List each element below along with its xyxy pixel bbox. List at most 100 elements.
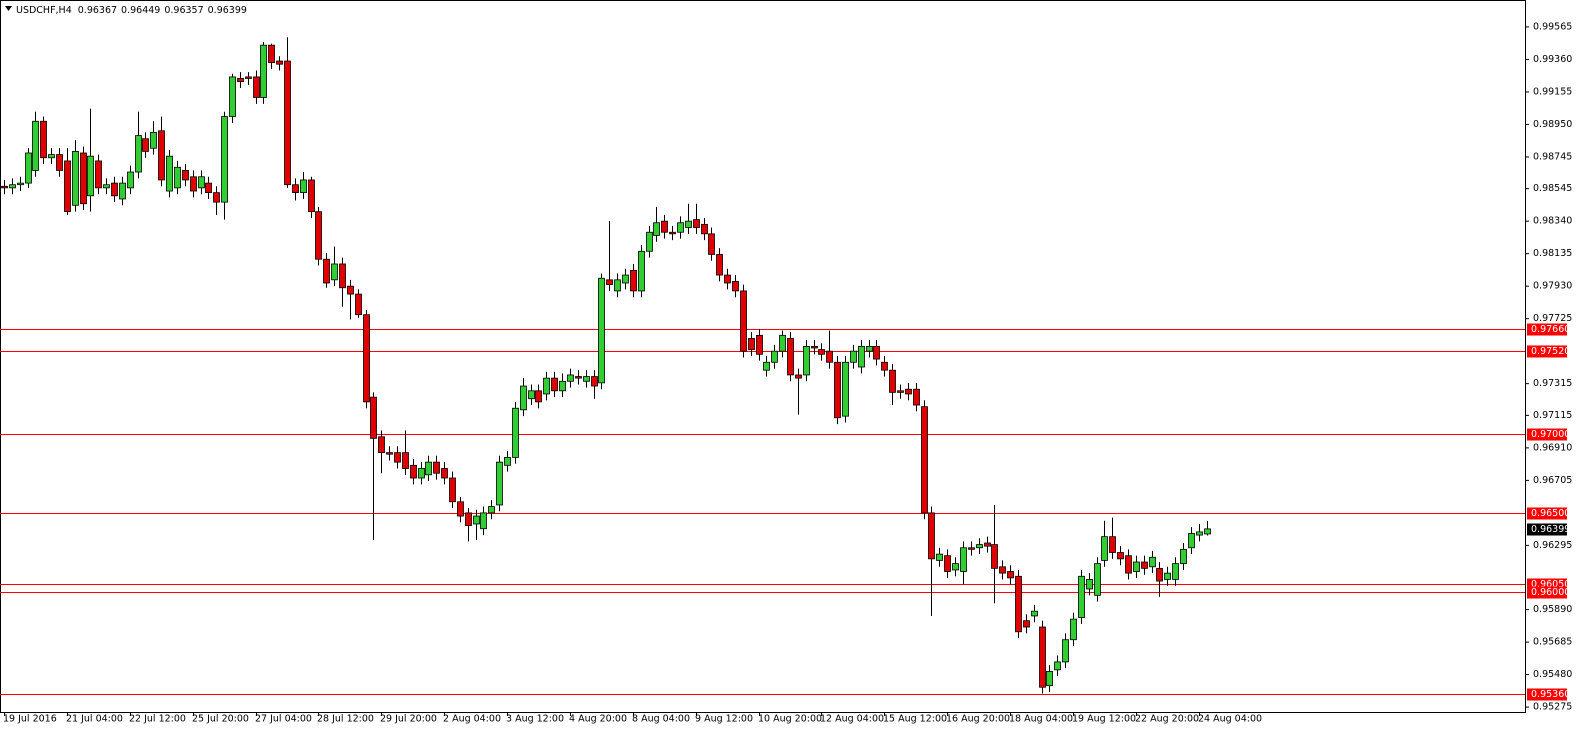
candle-body [701, 223, 708, 235]
level-label: 0.95360 [1531, 689, 1570, 700]
candle-body [221, 116, 228, 203]
candle-body [260, 44, 267, 98]
candle-body [386, 452, 393, 455]
candle-body [315, 211, 322, 260]
candle-body [771, 350, 778, 363]
y-tick-label: 0.95890 [1533, 604, 1572, 615]
candle-body [1, 185, 8, 189]
x-tick-label: 19 Jul 2016 [3, 714, 57, 725]
y-tick-label: 0.98950 [1533, 119, 1572, 130]
candle-body [873, 346, 880, 360]
candle-body [488, 506, 495, 514]
level-label: 0.97660 [1531, 324, 1570, 335]
candle-body [716, 254, 723, 276]
candle-body [1078, 575, 1085, 618]
candle-body [677, 222, 684, 233]
candle-body [25, 152, 32, 184]
chart-title: USDCHF,H4 [16, 5, 72, 16]
candle-body [64, 160, 71, 213]
candle-body [378, 436, 385, 454]
candle-body [763, 361, 770, 371]
candle-body [323, 258, 330, 284]
y-tick-label: 0.99360 [1533, 54, 1572, 65]
candle-body [1046, 671, 1053, 687]
candle-body [237, 78, 244, 83]
level-label: 0.96000 [1531, 587, 1570, 598]
candle-body [685, 220, 692, 228]
candle-body [465, 512, 472, 526]
candle-body [1031, 610, 1038, 617]
candle-body [127, 171, 134, 189]
candle-body [669, 231, 676, 235]
candle-body [543, 377, 550, 395]
candle-body [598, 277, 605, 384]
candle-body [740, 290, 747, 352]
candle-body [646, 231, 653, 252]
candle-body [394, 452, 401, 463]
candle-body [630, 269, 637, 292]
candle-body [268, 44, 275, 64]
header-high: 0.96449 [121, 5, 160, 16]
y-tick-label: 0.99565 [1533, 21, 1572, 32]
candle-body [897, 390, 904, 393]
header-close: 0.96399 [208, 5, 247, 16]
candle-body [960, 547, 967, 572]
candle-body [614, 279, 621, 292]
y-tick-label: 0.95480 [1533, 669, 1572, 680]
x-tick-label: 21 Jul 04:00 [66, 714, 123, 725]
x-tick-label: 18 Aug 04:00 [1009, 714, 1073, 725]
x-tick-label: 8 Aug 04:00 [632, 714, 690, 725]
y-tick-label: 0.98745 [1533, 151, 1572, 162]
candle-body [276, 60, 283, 65]
candle-body [976, 544, 983, 549]
candle-body [889, 369, 896, 393]
candle-body [150, 131, 157, 149]
candle-body [72, 151, 79, 206]
candle-body [756, 334, 763, 355]
candle-body [1172, 563, 1179, 580]
y-tick-label: 0.97315 [1533, 378, 1572, 389]
x-tick-label: 19 Aug 12:00 [1072, 714, 1136, 725]
candle-body [1133, 561, 1140, 572]
candle-body [606, 279, 613, 285]
candle-body [166, 155, 173, 192]
candle-body [858, 346, 865, 368]
level-tag [1527, 507, 1567, 520]
candle-body [1180, 548, 1187, 565]
candle-body [402, 452, 409, 469]
candle-body [331, 263, 338, 281]
candle-body [638, 250, 645, 292]
candle-body [1086, 579, 1093, 590]
candle-body [1149, 556, 1156, 568]
candle-body [40, 120, 47, 159]
menu-arrow [5, 6, 12, 11]
candle-body [1141, 561, 1148, 569]
candle-body [866, 346, 873, 352]
candle-body [182, 170, 189, 181]
candle-body [811, 346, 818, 349]
candle-body [363, 314, 370, 403]
candle-body [473, 515, 480, 525]
candle-body [308, 179, 315, 213]
y-tick-label: 0.98340 [1533, 216, 1572, 227]
candle-body [190, 176, 197, 192]
candle-body [818, 349, 825, 355]
candle-body [1109, 536, 1116, 553]
candle-body [229, 76, 236, 117]
candle-body [142, 138, 149, 152]
candle-body [968, 547, 975, 550]
y-tick-label: 0.99155 [1533, 86, 1572, 97]
candle-body [48, 154, 55, 159]
candle-body [1070, 618, 1077, 641]
candle-body [535, 390, 542, 403]
candle-body [559, 380, 566, 392]
candle-body [32, 120, 39, 171]
candle-body [1039, 626, 1046, 688]
candle-body [591, 376, 598, 387]
candle-body [528, 390, 535, 400]
x-tick-label: 25 Jul 20:00 [192, 714, 249, 725]
chart-header: USDCHF,H4 0.96367 0.96449 0.96357 0.96399 [16, 5, 247, 16]
y-tick-label: 0.95685 [1533, 637, 1572, 648]
x-tick-label: 27 Jul 04:00 [255, 714, 312, 725]
